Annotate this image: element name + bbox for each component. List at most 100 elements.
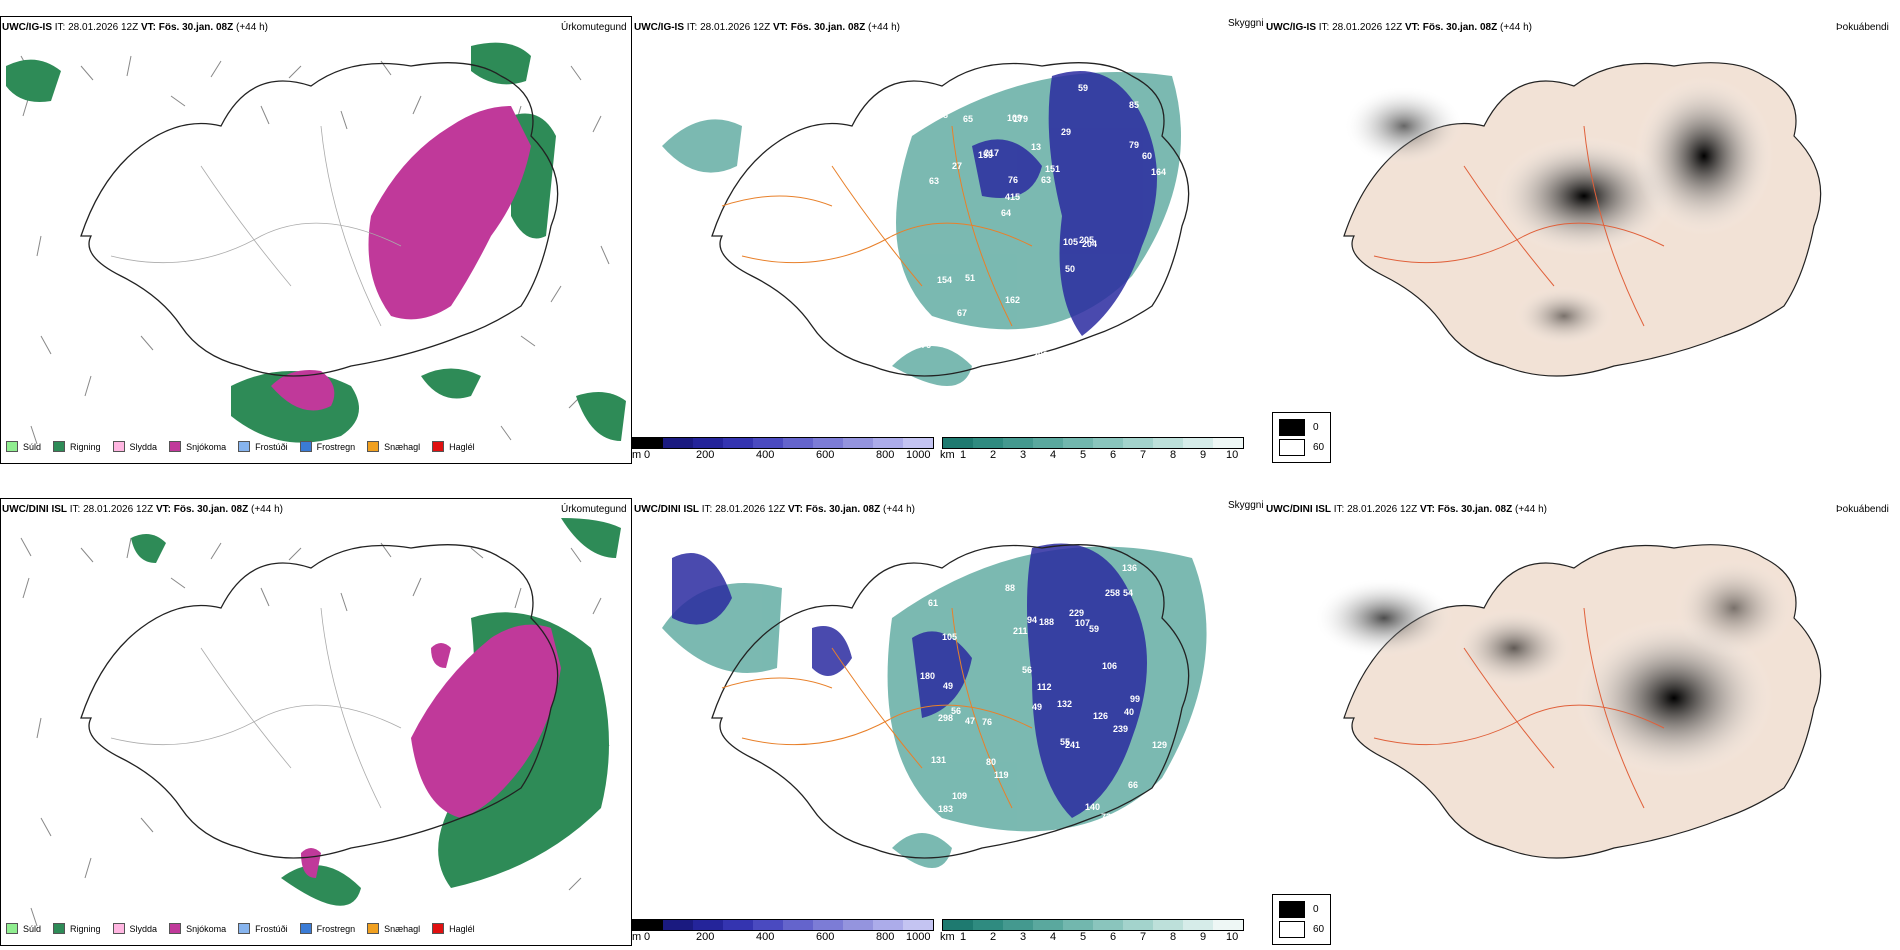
legend-swatch (169, 441, 182, 452)
colorbar-swatch (1093, 438, 1124, 448)
colorbar-km-top: km 1 2 3 4 5 6 7 8 9 10 (940, 437, 1244, 463)
visibility-value-label: 27 (952, 161, 962, 171)
fog-key-row: 0 (1279, 419, 1324, 436)
visibility-value-label: 192 (1125, 334, 1140, 344)
visibility-value-label: 211 (1013, 626, 1028, 636)
visibility-value-label: 106 (1102, 661, 1117, 671)
legend-label: Slydda (129, 441, 158, 452)
visibility-value-label: 140 (1085, 802, 1100, 812)
visibility-value-label: 79 (1129, 140, 1139, 150)
visibility-value-label: 40 (1124, 707, 1134, 717)
legend-swatch (432, 441, 445, 452)
colorbar-swatch (633, 438, 664, 448)
panel-header-bottom-2: UWC/DINI ISL IT: 28.01.2026 12Z VT: Fös.… (634, 504, 915, 515)
iceland-outline (711, 544, 1190, 859)
colorbar-tick: 8 (1170, 931, 1177, 943)
visibility-value-label: 131 (931, 755, 946, 765)
visibility-value-label: 205 (1079, 235, 1094, 245)
model-name: UWC/DINI ISL (2, 504, 67, 515)
legend-swatch (169, 923, 182, 934)
legend-swatch (367, 923, 380, 934)
visibility-value-label: 155 (941, 339, 956, 349)
fog-key-top: 0 60 (1272, 412, 1332, 463)
colorbar-tick: 1 (960, 449, 967, 461)
colorbar-swatch (1123, 438, 1154, 448)
legend-swatch (238, 441, 251, 452)
legend-label: Súld (23, 923, 42, 934)
iceland-outline (80, 62, 559, 377)
valid-time: VT: Fös. 30.jan. 08Z (140, 22, 234, 33)
colorbar-swatch (903, 920, 933, 930)
colorbar-unit-km: km (940, 449, 955, 461)
fog-panel-bottom: UWC/DINI ISL IT: 28.01.2026 12Z VT: Fös.… (1264, 494, 1900, 946)
visibility-value-label: 99 (1130, 694, 1140, 704)
colorbar-swatch (753, 438, 784, 448)
colorbar-tick: 9 (1200, 449, 1207, 461)
visibility-value-label: 229 (1069, 608, 1084, 618)
legend-label: Snjókoma (186, 923, 227, 934)
colorbar-swatch (633, 920, 664, 930)
iceland-visibility-map-bottom: 33 56 55 61 66 105 109 76 59 94 107 73 119 88 132 131 12… (662, 543, 1207, 868)
fog-key-label: 60 (1313, 924, 1325, 935)
iceland-outline (80, 544, 559, 859)
colorbar-tick: 3 (1020, 449, 1027, 461)
colorbar-tick: 2 (990, 931, 997, 943)
fog-dark-areas (1314, 558, 1794, 778)
valid-time: VT: Fös. 30.jan. 08Z (772, 22, 866, 33)
legend-swatch (299, 923, 312, 934)
colorbar-swatch (873, 438, 904, 448)
visibility-blue-areas (672, 543, 1147, 818)
colorbar-tick: 10 (1226, 449, 1239, 461)
visibility-value-label: 173 (1071, 837, 1086, 847)
colorbar-swatch (663, 920, 694, 930)
colorbar-m-top: m 0 200 400 600 800 1000 (632, 437, 934, 463)
valid-time: VT: Fös. 30.jan. 08Z (1404, 22, 1498, 33)
fog-dark-areas (1344, 76, 1774, 346)
legend-label: Haglél (449, 923, 475, 934)
visibility-blue-areas (972, 71, 1157, 336)
visibility-labels-bottom: 33 56 55 61 66 105 109 76 59 94 107 73 119 88 132 131 12… (920, 563, 1167, 847)
init-time: IT: 28.01.2026 12Z (701, 504, 788, 515)
visibility-value-label: 132 (1057, 699, 1072, 709)
visibility-value-label: 159 (978, 150, 993, 160)
visibility-value-label: 180 (920, 671, 935, 681)
fog-key-label: 60 (1313, 442, 1325, 453)
visibility-value-label: 13 (1031, 142, 1041, 152)
colorbar-swatch (1123, 920, 1154, 930)
colorbar-tick: 400 (756, 931, 775, 943)
colorbar-tick: 10 (1226, 931, 1239, 943)
colorbar-tick: 0 (644, 449, 651, 461)
visibility-value-label: 236 (1106, 334, 1121, 344)
legend-item: Snæhagl (367, 923, 420, 934)
visibility-value-label: 60 (1142, 151, 1152, 161)
roads (110, 125, 402, 327)
colorbar-tick: 1 (960, 931, 967, 943)
colorbar-tick: 200 (696, 931, 715, 943)
colorbar-swatch (1153, 438, 1184, 448)
visibility-value-label: 129 (1152, 740, 1167, 750)
colorbar-tick: 5 (1080, 449, 1087, 461)
legend-label: Snæhagl (384, 923, 421, 934)
init-time: IT: 28.01.2026 12Z (69, 504, 156, 515)
colorbar-swatch (973, 920, 1004, 930)
visibility-value-label: 204 (1082, 239, 1097, 249)
colorbar-swatch (1183, 438, 1214, 448)
legend-item: Haglél (432, 923, 475, 934)
roads (721, 607, 1033, 809)
visibility-value-label: 183 (938, 804, 953, 814)
fog-key-swatch (1279, 439, 1305, 456)
fog-key-swatch (1279, 419, 1305, 436)
colorbar-tick: 1000 (906, 931, 931, 943)
lead-time: (+44 h) (233, 22, 268, 33)
visibility-value-label: 61 (928, 598, 938, 608)
visibility-value-label: 112 (1037, 682, 1052, 692)
visibility-value-label: 154 (937, 275, 952, 285)
colorbar-swatch (1063, 438, 1094, 448)
fog-key-bottom: 0 60 (1272, 894, 1332, 945)
fog-key-row: 60 (1279, 921, 1324, 938)
colorbar-m-swatches (632, 437, 934, 449)
visibility-value-label: 130 (1008, 70, 1023, 80)
colorbar-swatch (1063, 920, 1094, 930)
legend-item: Rigning (53, 923, 101, 934)
colorbar-swatch (1213, 920, 1243, 930)
